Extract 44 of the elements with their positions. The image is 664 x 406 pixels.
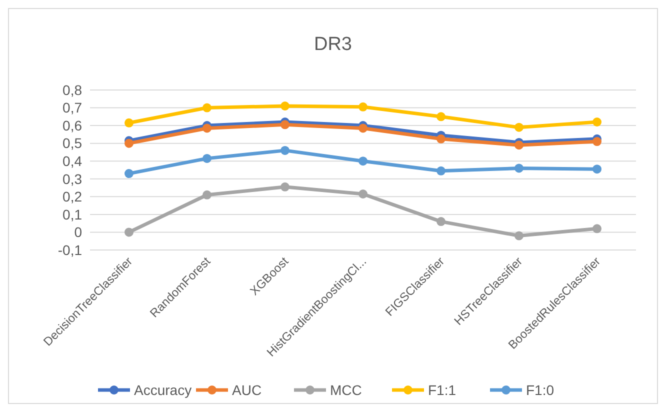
- y-tick-label: 0,3: [62, 170, 82, 187]
- y-tick-label: 0,4: [62, 153, 82, 170]
- legend-label: MCC: [330, 382, 362, 398]
- point: [280, 182, 290, 192]
- point: [124, 169, 134, 178]
- point: [436, 166, 446, 176]
- point: [514, 231, 524, 240]
- point: [124, 228, 134, 237]
- y-tick-label: 0: [74, 224, 82, 240]
- point: [592, 118, 602, 126]
- point: [202, 190, 212, 200]
- legend-label: F1:1: [428, 382, 456, 398]
- point: [124, 118, 134, 128]
- point: [124, 138, 134, 148]
- chart-title: DR3: [314, 34, 352, 55]
- point: [202, 154, 212, 163]
- point: [358, 156, 368, 166]
- point: [280, 120, 290, 130]
- y-tick-label: 0,5: [62, 135, 82, 152]
- y-tick-label: 0,6: [62, 117, 82, 134]
- y-tick-label: 0,7: [62, 100, 82, 116]
- legend-label: Accuracy: [134, 382, 192, 398]
- legend-label: F1:0: [526, 382, 554, 398]
- point: [436, 112, 446, 122]
- point: [436, 217, 446, 226]
- legend-label: AUC: [232, 382, 262, 398]
- point: [592, 137, 602, 146]
- point: [592, 164, 602, 174]
- point: [514, 164, 524, 173]
- point: [514, 122, 524, 132]
- point: [436, 134, 446, 144]
- y-tick-label: 0,2: [62, 188, 82, 205]
- y-tick-label: 0,1: [62, 206, 82, 222]
- point: [358, 102, 368, 112]
- point: [280, 146, 290, 155]
- y-tick-label: -0,1: [58, 242, 82, 258]
- point: [280, 102, 290, 110]
- point: [202, 124, 212, 133]
- point: [592, 224, 602, 234]
- point: [358, 190, 368, 198]
- point: [514, 140, 524, 150]
- point: [358, 124, 368, 133]
- y-tick-label: 0,8: [62, 82, 82, 98]
- point: [202, 103, 212, 112]
